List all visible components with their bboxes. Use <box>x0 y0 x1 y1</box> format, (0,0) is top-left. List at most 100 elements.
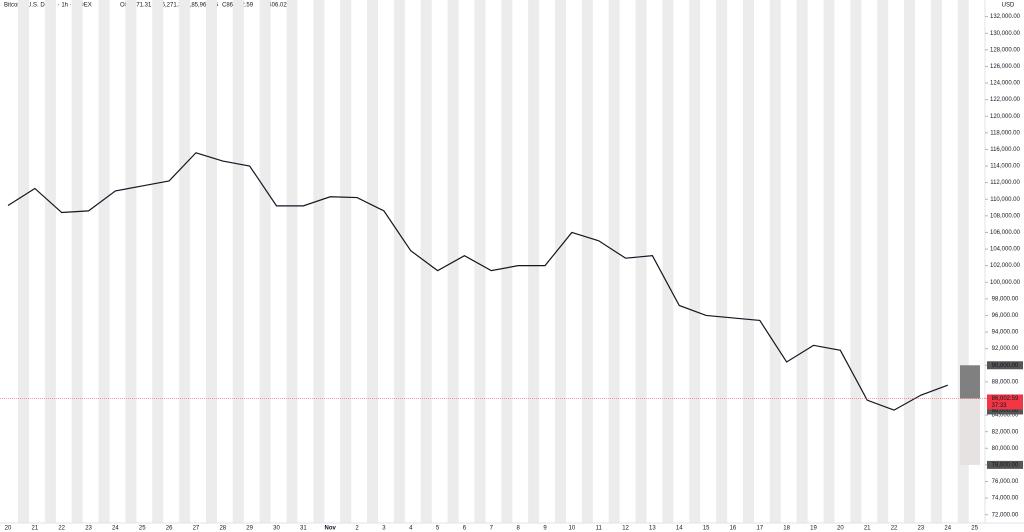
day-stripe <box>716 0 728 523</box>
x-tick-label: 23 <box>85 526 92 532</box>
y-tick-label: 88,000.00 <box>992 379 1019 385</box>
y-tick-label: 72,000.00 <box>992 512 1019 518</box>
day-stripe <box>689 0 701 523</box>
day-stripe <box>205 0 217 523</box>
x-tick-label: 12 <box>622 526 629 532</box>
x-tick-label: 25 <box>971 526 978 532</box>
day-stripe <box>581 0 593 523</box>
day-stripe <box>850 0 862 523</box>
day-stripe <box>98 0 110 523</box>
target-label: 90,000.00 <box>992 363 1019 369</box>
x-tick-label: 20 <box>5 526 12 532</box>
y-tick-label: 76,000.00 <box>992 479 1019 485</box>
x-tick-label: 10 <box>569 526 576 532</box>
x-tick-label: 2 <box>355 526 359 532</box>
day-stripe <box>796 0 808 523</box>
y-tick-label: 84,000.00 <box>992 413 1019 419</box>
x-tick-label: 22 <box>58 526 65 532</box>
y-tick-label: 104,000.00 <box>990 247 1021 253</box>
y-tick-label: 116,000.00 <box>990 147 1020 153</box>
day-stripe <box>877 0 889 523</box>
x-tick-label: 25 <box>139 526 146 532</box>
x-tick-label: 7 <box>490 526 494 532</box>
last-price-label: 86,002.59 <box>992 396 1019 402</box>
day-stripe <box>904 0 916 523</box>
x-tick-label: 9 <box>543 526 547 532</box>
y-tick-label: 80,000.00 <box>992 446 1019 452</box>
stop-label: 78,000.00 <box>992 462 1019 468</box>
ohlc-value: L85,962.75 <box>188 3 219 9</box>
day-stripe <box>393 0 405 523</box>
day-stripe <box>71 0 83 523</box>
y-tick-label: 118,000.00 <box>990 130 1020 136</box>
day-stripe <box>635 0 647 523</box>
day-stripe <box>340 0 352 523</box>
y-tick-label: 112,000.00 <box>990 180 1020 186</box>
x-tick-label: 19 <box>810 526 817 532</box>
y-tick-label: 94,000.00 <box>992 330 1019 336</box>
x-tick-label: 31 <box>300 526 307 532</box>
day-stripe <box>232 0 244 523</box>
y-tick-label: 108,000.00 <box>990 213 1021 219</box>
ohlc-value: Vol406.02 <box>260 3 287 9</box>
day-stripe <box>608 0 620 523</box>
y-tick-label: 122,000.00 <box>990 97 1021 103</box>
day-stripe <box>742 0 754 523</box>
day-stripe <box>957 0 969 523</box>
x-tick-label: 20 <box>837 526 844 532</box>
x-tick-label: 17 <box>756 526 763 532</box>
x-tick-label: 28 <box>219 526 226 532</box>
x-tick-label: 5 <box>436 526 440 532</box>
y-tick-label: 100,000.00 <box>990 280 1021 286</box>
x-tick-label: 21 <box>32 526 39 532</box>
day-stripe <box>555 0 566 523</box>
entry-label-box <box>987 406 1023 415</box>
axis-unit: USD <box>1002 3 1015 9</box>
y-tick-label: 92,000.00 <box>992 346 1019 352</box>
price-line <box>7 152 948 411</box>
y-tick-label: 120,000.00 <box>990 114 1021 120</box>
x-tick-label: 18 <box>783 526 790 532</box>
last-price-box <box>987 394 1023 410</box>
target-label-box <box>987 361 1023 370</box>
x-tick-label: 27 <box>193 526 200 532</box>
day-stripe <box>313 0 325 523</box>
day-stripe <box>823 0 835 523</box>
x-tick-label: 14 <box>676 526 683 532</box>
x-tick-label: 8 <box>516 526 520 532</box>
y-tick-label: 114,000.00 <box>990 164 1020 170</box>
target-zone <box>960 365 980 399</box>
day-stripe <box>286 0 298 523</box>
day-stripe <box>125 0 137 523</box>
day-stripe <box>501 0 513 523</box>
day-stripe <box>662 0 674 523</box>
x-tick-label: 30 <box>273 526 280 532</box>
y-tick-label: 130,000.00 <box>990 31 1021 37</box>
entry-label: 86,000.00 <box>992 408 1019 414</box>
day-stripe <box>769 0 781 523</box>
day-stripe <box>474 0 486 523</box>
x-tick-label: 24 <box>112 526 119 532</box>
day-stripe <box>367 0 379 523</box>
x-tick-label: 15 <box>703 526 710 532</box>
y-tick-label: 132,000.00 <box>990 14 1021 20</box>
y-tick-label: 128,000.00 <box>990 47 1021 53</box>
y-tick-label: 110,000.00 <box>990 197 1020 203</box>
x-tick-label: 3 <box>382 526 386 532</box>
x-tick-label: 13 <box>649 526 656 532</box>
day-stripe <box>930 0 942 523</box>
countdown: 37:33 <box>991 403 1007 409</box>
stop-label-box <box>987 460 1023 469</box>
x-tick-label: 11 <box>596 526 603 532</box>
y-tick-label: 96,000.00 <box>992 313 1019 319</box>
y-tick-label: 102,000.00 <box>990 263 1021 269</box>
x-tick-label: 4 <box>409 526 413 532</box>
x-tick-label: Nov <box>325 526 337 532</box>
day-stripe <box>44 0 56 523</box>
y-tick-label: 98,000.00 <box>992 296 1019 302</box>
day-stripe <box>18 0 29 523</box>
ohlc-value: H86,271.31 <box>154 3 186 9</box>
x-tick-label: 21 <box>864 526 871 532</box>
y-tick-label: 124,000.00 <box>990 81 1021 87</box>
